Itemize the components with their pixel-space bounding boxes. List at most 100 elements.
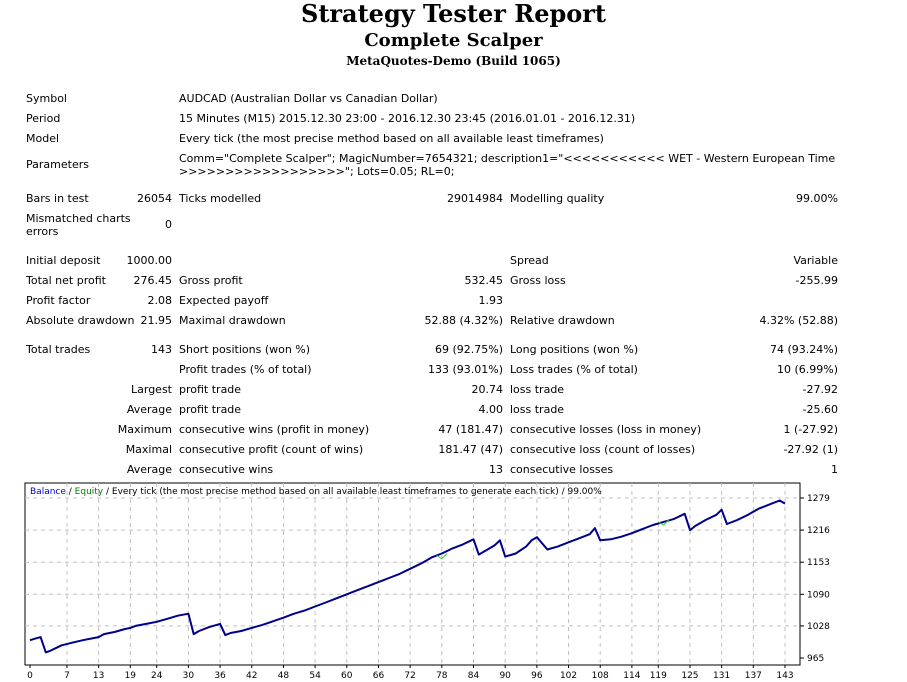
y-tick-label: 1090	[807, 590, 830, 600]
average-profit-value: 4.00	[478, 403, 504, 416]
maximal-consecutive-profit-value: 181.47 (47)	[438, 443, 503, 456]
legend-balance: Balance	[30, 487, 66, 497]
largest-profit-value: 20.74	[471, 383, 504, 396]
x-tick-label: 125	[681, 671, 698, 681]
maximal-drawdown-label: Maximal drawdown	[179, 314, 286, 327]
net-profit-label: Total net profit	[26, 274, 106, 287]
symbol-value: AUDCAD (Australian Dollar vs Canadian Do…	[179, 92, 438, 105]
relative-drawdown-value: 4.32% (52.88)	[759, 314, 838, 327]
initial-deposit-label: Initial deposit	[26, 254, 101, 267]
average-loss-value: -25.60	[802, 403, 838, 416]
loss-trades-value: 10 (6.99%)	[776, 363, 838, 376]
expected-payoff-label: Expected payoff	[179, 294, 269, 307]
avg-consecutive-wins-value: 13	[489, 463, 503, 476]
equity-line	[436, 553, 448, 560]
largest-prefix: Largest	[131, 383, 172, 396]
largest-loss-value: -27.92	[802, 383, 838, 396]
maximum-prefix: Maximum	[117, 423, 172, 436]
x-tick-label: 90	[499, 671, 511, 681]
balance-line	[29, 499, 786, 654]
chart-grid	[25, 483, 800, 665]
x-tick-label: 78	[436, 671, 448, 681]
maximal-drawdown-value: 52.88 (4.32%)	[424, 314, 503, 327]
mismatch-label-2: errors	[26, 225, 59, 238]
total-trades-label: Total trades	[26, 343, 91, 356]
relative-drawdown-label: Relative drawdown	[510, 314, 615, 327]
x-tick-label: 13	[93, 671, 104, 681]
x-tick-label: 131	[713, 671, 730, 681]
max-consecutive-wins-label: consecutive wins (profit in money)	[179, 423, 370, 436]
x-tick-label: 114	[623, 671, 640, 681]
largest-profit-label: profit trade	[179, 383, 242, 396]
absolute-drawdown-label: Absolute drawdown	[26, 314, 135, 327]
x-tick-label: 137	[745, 671, 762, 681]
spread-value: Variable	[793, 254, 838, 267]
spread-label: Spread	[510, 254, 549, 267]
bars-value: 26054	[137, 192, 172, 205]
legend-equity: Equity	[75, 487, 104, 497]
bars-label: Bars in test	[26, 192, 89, 205]
ticks-value: 29014984	[447, 192, 503, 205]
parameters-line-2: >>>>>>>>>>>>>>>>>>"; Lots=0.05; RL=0;	[179, 165, 455, 178]
max-consecutive-losses-value: 1 (-27.92)	[783, 423, 838, 436]
x-tick-label: 54	[309, 671, 321, 681]
profit-factor-label: Profit factor	[26, 294, 91, 307]
y-tick-label: 1028	[807, 622, 830, 632]
maximal-consecutive-loss-label: consecutive loss (count of losses)	[510, 443, 696, 456]
legend-description: / Every tick (the most precise method ba…	[103, 487, 602, 497]
model-label: Model	[26, 132, 60, 145]
x-tick-label: 66	[373, 671, 385, 681]
report-title: Strategy Tester Report	[300, 0, 607, 28]
profit-trades-value: 133 (93.01%)	[427, 363, 503, 376]
maximal-prefix: Maximal	[125, 443, 172, 456]
absolute-drawdown-value: 21.95	[140, 314, 173, 327]
x-tick-label: 72	[404, 671, 415, 681]
short-positions-label: Short positions (won %)	[179, 343, 311, 356]
x-tick-label: 19	[125, 671, 137, 681]
gross-profit-value: 532.45	[464, 274, 504, 287]
y-tick-label: 1216	[807, 526, 830, 536]
initial-deposit-value: 1000.00	[126, 254, 173, 267]
net-profit-value: 276.45	[133, 274, 173, 287]
average-profit-label: profit trade	[179, 403, 242, 416]
max-consecutive-losses-label: consecutive losses (loss in money)	[510, 423, 702, 436]
long-positions-label: Long positions (won %)	[510, 343, 639, 356]
parameters-line-1: Comm="Complete Scalper"; MagicNumber=765…	[179, 152, 836, 165]
quality-label: Modelling quality	[510, 192, 605, 205]
max-consecutive-wins-value: 47 (181.47)	[438, 423, 503, 436]
x-tick-label: 119	[650, 671, 667, 681]
x-tick-label: 0	[27, 671, 33, 681]
x-tick-label: 96	[531, 671, 543, 681]
average-loss-label: loss trade	[510, 403, 565, 416]
mismatch-label-1: Mismatched charts	[26, 212, 131, 225]
x-tick-label: 36	[214, 671, 226, 681]
chart-y-ticks: 1279 1216 1153 1090 1028 965	[800, 494, 830, 664]
model-value: Every tick (the most precise method base…	[179, 132, 604, 145]
x-tick-label: 102	[560, 671, 577, 681]
y-tick-label: 1279	[807, 494, 830, 504]
avg-consecutive-losses-value: 1	[831, 463, 838, 476]
chart-plot-frame	[24, 482, 801, 666]
balance-chart-svg: 1279 1216 1153 1090 1028 965 0 7 13 19 24 30 36 42 48…	[24, 482, 830, 681]
short-positions-value: 69 (92.75%)	[434, 343, 503, 356]
ticks-label: Ticks modelled	[179, 192, 262, 205]
mismatch-value: 0	[165, 218, 172, 231]
balance-chart: 1279 1216 1153 1090 1028 965 0 7 13 19 24 30 36 42 48…	[24, 482, 830, 681]
x-tick-label: 7	[64, 671, 70, 681]
x-tick-label: 60	[341, 671, 353, 681]
chart-series	[29, 499, 786, 654]
expert-name: Complete Scalper	[364, 30, 543, 51]
profit-trades-label: Profit trades (% of total)	[179, 363, 312, 376]
profit-factor-value: 2.08	[147, 294, 173, 307]
period-value: 15 Minutes (M15) 2015.12.30 23:00 - 2016…	[179, 112, 636, 125]
loss-trades-label: Loss trades (% of total)	[510, 363, 638, 376]
period-label: Period	[26, 112, 61, 125]
symbol-label: Symbol	[26, 92, 67, 105]
x-tick-label: 108	[592, 671, 609, 681]
chart-x-ticks: 0 7 13 19 24 30 36 42 48 54 60 66 72 78 84 90 96 102 108 11…	[27, 665, 794, 681]
gross-loss-label: Gross loss	[510, 274, 566, 287]
expected-payoff-value: 1.93	[478, 294, 504, 307]
x-tick-label: 30	[183, 671, 195, 681]
x-tick-label: 143	[776, 671, 793, 681]
average-consecutive-prefix: Average	[126, 463, 172, 476]
